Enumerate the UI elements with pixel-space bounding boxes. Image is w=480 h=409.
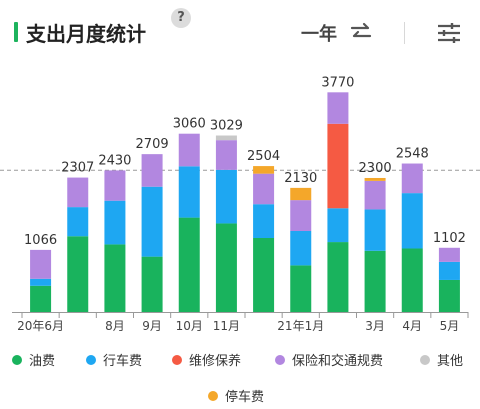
bar-segment-4-12 bbox=[438, 247, 460, 262]
stacked-bar-chart: 1066 20年6月 2307 2430 8月 2709 9月 3060 10月 3029 11月 2… bbox=[0, 75, 480, 333]
bar-segment-1-7 bbox=[253, 237, 275, 312]
title-accent-bar bbox=[14, 22, 18, 42]
legend-label: 其他 bbox=[437, 354, 464, 369]
bar-segment-4-7 bbox=[253, 173, 275, 205]
swap-icon[interactable] bbox=[350, 22, 372, 42]
bar-segment-1-9 bbox=[327, 242, 349, 312]
legend-item[interactable]: 其他 bbox=[420, 350, 463, 369]
help-icon[interactable]: ? bbox=[171, 8, 191, 28]
bar-segment-1-11 bbox=[401, 248, 423, 312]
legend-dot bbox=[86, 354, 96, 365]
legend-item[interactable]: 油费 bbox=[12, 350, 55, 369]
bar-segment-1-10 bbox=[364, 250, 386, 312]
legend-label: 保险和交通规费 bbox=[292, 354, 384, 369]
bar-total-label: 1066 bbox=[24, 233, 57, 248]
bar-segment-2-12 bbox=[438, 261, 460, 280]
header-divider bbox=[404, 22, 405, 44]
bar-segment-2-6 bbox=[215, 169, 237, 224]
bar-segment-2-9 bbox=[327, 208, 349, 243]
x-tick-label: 5月 bbox=[440, 319, 460, 333]
bar-segment-1-3 bbox=[104, 244, 126, 312]
header: 支出月度统计 ? 一年 bbox=[0, 0, 480, 56]
bar-segment-6-10 bbox=[364, 177, 386, 181]
bar-total-label: 3770 bbox=[321, 75, 354, 90]
x-tick-label: 21年1月 bbox=[277, 319, 324, 333]
bar-segment-4-10 bbox=[364, 180, 386, 210]
bar-segment-4-4 bbox=[141, 154, 163, 187]
bar-segment-2-7 bbox=[253, 204, 275, 238]
legend-item[interactable]: 保险和交通规费 bbox=[275, 350, 383, 369]
bar-segment-1-2 bbox=[67, 236, 89, 312]
bar-segment-1-4 bbox=[141, 256, 163, 312]
bar-total-label: 2130 bbox=[284, 171, 317, 186]
legend-dot bbox=[420, 354, 430, 365]
bar-segment-2-2 bbox=[67, 207, 89, 237]
bar-segment-5-6 bbox=[215, 135, 237, 141]
legend-label: 油费 bbox=[29, 354, 56, 369]
bar-segment-1-1 bbox=[30, 285, 52, 312]
bar-segment-4-8 bbox=[290, 200, 312, 232]
x-tick-label: 20年6月 bbox=[17, 319, 64, 333]
bar-segment-4-3 bbox=[104, 170, 126, 201]
x-tick-label: 4月 bbox=[402, 319, 422, 333]
bar-segment-6-7 bbox=[253, 166, 275, 174]
legend-item[interactable]: 停车费 bbox=[208, 386, 264, 405]
bar-segment-3-9 bbox=[327, 123, 349, 209]
bar-segment-2-8 bbox=[290, 231, 312, 266]
bar-segment-2-10 bbox=[364, 209, 386, 251]
legend-label: 维修保养 bbox=[189, 354, 242, 369]
bar-total-label: 3060 bbox=[173, 117, 206, 132]
legend-item[interactable]: 行车费 bbox=[86, 350, 142, 369]
x-tick-label: 9月 bbox=[142, 319, 162, 333]
bar-segment-4-9 bbox=[327, 92, 349, 124]
x-tick-label: 8月 bbox=[105, 319, 125, 333]
bar-segment-2-1 bbox=[30, 278, 52, 286]
legend-dot bbox=[12, 354, 22, 365]
bar-segment-6-8 bbox=[290, 187, 312, 201]
bar-total-label: 2300 bbox=[359, 161, 392, 176]
bar-segment-4-5 bbox=[178, 133, 200, 167]
legend-label: 停车费 bbox=[225, 390, 265, 405]
bar-total-label: 2504 bbox=[247, 149, 280, 164]
bar-total-label: 2709 bbox=[136, 137, 169, 152]
filter-settings-icon[interactable] bbox=[436, 22, 462, 44]
bar-segment-4-6 bbox=[215, 140, 237, 170]
legend-item[interactable]: 维修保养 bbox=[172, 350, 241, 369]
bar-segment-2-11 bbox=[401, 193, 423, 249]
page-title: 支出月度统计 bbox=[26, 22, 146, 46]
bar-total-label: 2307 bbox=[61, 161, 94, 176]
bar-segment-1-12 bbox=[438, 279, 460, 312]
bar-segment-1-5 bbox=[178, 217, 200, 312]
legend-label: 行车费 bbox=[103, 354, 143, 369]
legend-dot bbox=[172, 354, 182, 365]
bar-total-label: 2548 bbox=[396, 147, 429, 162]
bar-segment-4-2 bbox=[67, 177, 89, 208]
bar-segment-1-8 bbox=[290, 265, 312, 312]
bar-total-label: 1102 bbox=[433, 231, 466, 246]
bar-total-label: 2430 bbox=[98, 153, 131, 168]
chart-legend: 油费 行车费 维修保养 保险和交通规费 其他停车费 bbox=[0, 346, 480, 406]
bar-segment-4-11 bbox=[401, 163, 423, 194]
period-selector[interactable]: 一年 bbox=[301, 24, 337, 45]
bar-segment-2-4 bbox=[141, 186, 163, 257]
bar-segment-4-1 bbox=[30, 249, 52, 279]
legend-dot bbox=[208, 390, 218, 401]
bar-segment-2-3 bbox=[104, 200, 126, 245]
bar-segment-1-6 bbox=[215, 223, 237, 312]
x-tick-label: 10月 bbox=[176, 319, 203, 333]
x-tick-label: 3月 bbox=[365, 319, 385, 333]
bar-total-label: 3029 bbox=[210, 118, 243, 133]
x-tick-label: 11月 bbox=[213, 319, 240, 333]
bar-segment-2-5 bbox=[178, 166, 200, 218]
legend-dot bbox=[275, 354, 285, 365]
